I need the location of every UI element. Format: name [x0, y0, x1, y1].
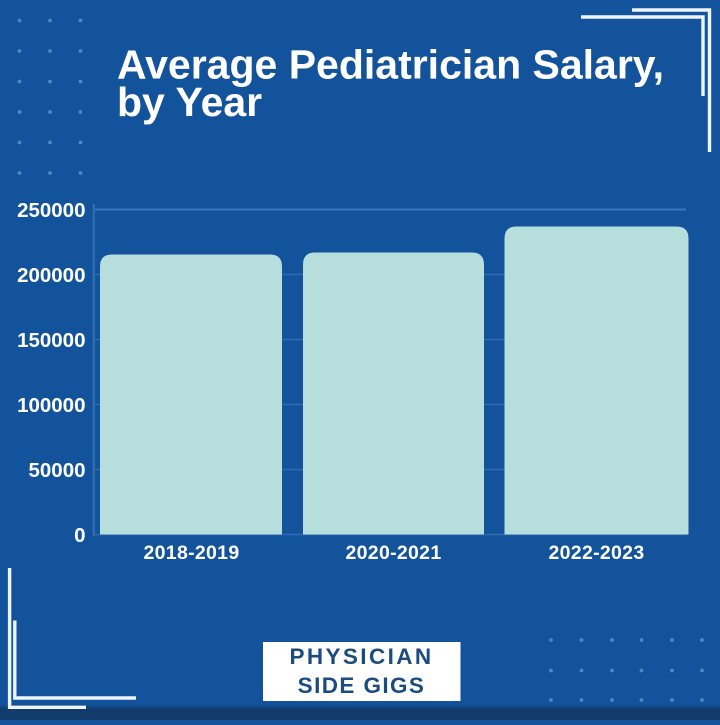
svg-text:PHYSICIAN: PHYSICIAN: [289, 644, 433, 669]
svg-text:by Year: by Year: [117, 79, 262, 125]
svg-text:50000: 50000: [28, 459, 85, 482]
svg-text:100000: 100000: [17, 394, 85, 417]
svg-text:200000: 200000: [17, 264, 85, 287]
svg-text:150000: 150000: [17, 329, 85, 352]
svg-text:Average Pediatrician Salary,: Average Pediatrician Salary,: [117, 42, 664, 88]
svg-text:0: 0: [74, 524, 85, 547]
svg-text:2018-2019: 2018-2019: [144, 542, 240, 564]
svg-text:SIDE GIGS: SIDE GIGS: [298, 673, 426, 698]
svg-text:2020-2021: 2020-2021: [346, 542, 442, 564]
svg-text:250000: 250000: [17, 199, 85, 222]
svg-text:2022-2023: 2022-2023: [549, 542, 645, 564]
